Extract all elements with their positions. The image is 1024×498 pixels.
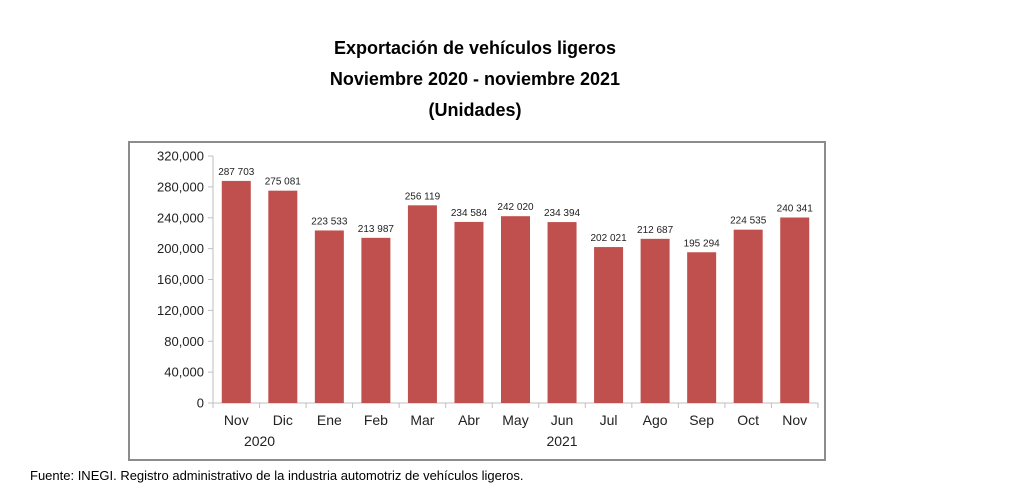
chart-title-line-3: (Unidades) bbox=[428, 100, 522, 120]
bar bbox=[501, 216, 530, 403]
x-tick-label: Ene bbox=[317, 412, 342, 428]
year-label: 2021 bbox=[546, 433, 577, 449]
y-tick-label: 80,000 bbox=[164, 334, 204, 349]
x-tick-label: Abr bbox=[458, 412, 480, 428]
data-label: 242 020 bbox=[497, 202, 534, 213]
chart-title-line-2: Noviembre 2020 - noviembre 2021 bbox=[329, 69, 621, 89]
data-label: 234 584 bbox=[451, 208, 488, 219]
x-tick-label: May bbox=[502, 412, 528, 428]
y-tick-label: 120,000 bbox=[157, 303, 204, 318]
y-tick-label: 240,000 bbox=[157, 210, 204, 225]
bar bbox=[407, 205, 437, 403]
source-note: Fuente: INEGI. Registro administrativo d… bbox=[30, 468, 524, 483]
bar bbox=[268, 190, 298, 403]
y-tick-label: 280,000 bbox=[157, 179, 204, 194]
x-tick-label: Jul bbox=[600, 412, 618, 428]
data-label: 202 021 bbox=[590, 233, 627, 244]
data-label: 195 294 bbox=[684, 238, 721, 249]
bar bbox=[780, 217, 810, 403]
chart-title-line-1: Exportación de vehículos ligeros bbox=[333, 38, 617, 58]
bar bbox=[314, 230, 344, 403]
x-tick-label: Dic bbox=[273, 412, 293, 428]
y-tick-label: 160,000 bbox=[157, 272, 204, 287]
bar bbox=[221, 180, 251, 403]
data-label: 224 535 bbox=[730, 216, 767, 227]
bar bbox=[594, 247, 624, 403]
x-tick-label: Ago bbox=[643, 412, 668, 428]
bar bbox=[547, 222, 577, 403]
y-tick-label: 0 bbox=[197, 396, 204, 411]
year-label: 2020 bbox=[244, 433, 275, 449]
chart-title: Exportación de vehículos ligeros Noviemb… bbox=[0, 33, 950, 126]
data-label: 223 533 bbox=[311, 216, 348, 227]
x-tick-label: Jun bbox=[551, 412, 574, 428]
data-label: 240 341 bbox=[777, 203, 814, 214]
data-label: 287 703 bbox=[218, 167, 255, 178]
data-label: 275 081 bbox=[265, 177, 302, 188]
bar bbox=[640, 238, 670, 403]
data-label: 213 987 bbox=[358, 224, 395, 235]
x-tick-label: Nov bbox=[224, 412, 249, 428]
y-tick-label: 320,000 bbox=[157, 149, 204, 164]
x-tick-label: Sep bbox=[689, 412, 714, 428]
data-label: 212 687 bbox=[637, 225, 674, 236]
bar bbox=[454, 221, 484, 403]
data-label: 234 394 bbox=[544, 208, 581, 219]
y-tick-label: 40,000 bbox=[164, 365, 204, 380]
bar bbox=[361, 237, 391, 403]
y-tick-label: 200,000 bbox=[157, 241, 204, 256]
data-label: 256 119 bbox=[405, 191, 441, 202]
bar bbox=[687, 252, 717, 403]
x-tick-label: Oct bbox=[737, 412, 759, 428]
x-tick-label: Nov bbox=[782, 412, 807, 428]
x-tick-label: Feb bbox=[364, 412, 388, 428]
x-tick-label: Mar bbox=[410, 412, 434, 428]
bar bbox=[733, 229, 763, 403]
